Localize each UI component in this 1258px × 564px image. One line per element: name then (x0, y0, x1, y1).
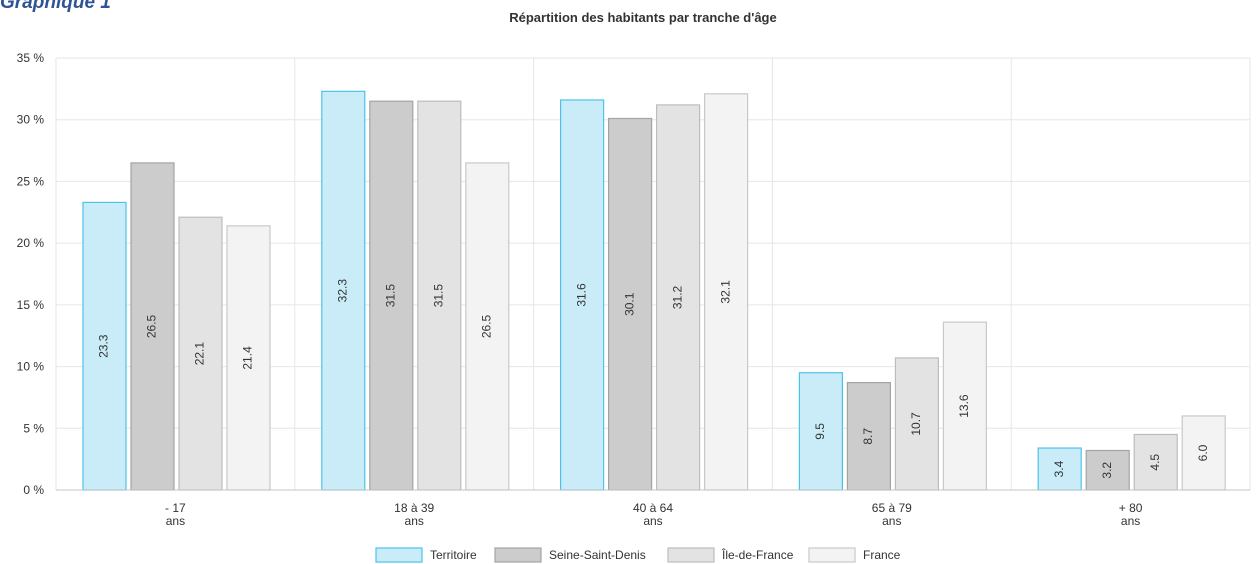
bar-value-label: 31.5 (431, 284, 445, 308)
bar[interactable] (798, 372, 844, 491)
y-axis: 0 % 5 % 10 % 15 % 20 % 25 % 30 % 35 % (17, 51, 45, 497)
bar-value-label: 6.0 (1196, 444, 1210, 461)
legend-label[interactable]: Territoire (430, 548, 477, 562)
x-tick-label: ans (405, 514, 424, 528)
bar[interactable] (465, 162, 510, 491)
x-tick-label: + 80 (1119, 501, 1143, 515)
bar-value-label: 31.2 (670, 285, 684, 309)
bar-value-label: 26.5 (479, 314, 493, 338)
bar-value-label: 9.5 (813, 423, 827, 440)
bar[interactable] (82, 201, 127, 491)
bar-value-label: 31.6 (574, 283, 588, 307)
bar-value-label: 32.3 (335, 279, 349, 303)
bar-value-label: 13.6 (957, 394, 971, 418)
bar-value-label: 31.5 (383, 284, 397, 308)
bar[interactable] (894, 357, 940, 491)
bar-value-label: 26.5 (145, 314, 159, 338)
bar[interactable] (369, 100, 414, 491)
bar-value-label: 4.5 (1148, 454, 1162, 471)
legend-label[interactable]: France (863, 548, 901, 562)
figure-heading: Graphique 1 (0, 0, 111, 13)
bar-value-label: 32.1 (718, 280, 732, 304)
legend-swatch[interactable] (808, 547, 856, 563)
x-tick-label: ans (882, 514, 901, 528)
chart-title: Répartition des habitants par tranche d'… (509, 10, 776, 25)
bar-value-label: 21.4 (241, 346, 255, 370)
x-tick-label: 65 à 79 (872, 501, 912, 515)
y-tick-label: 5 % (23, 421, 44, 435)
bar[interactable] (178, 216, 223, 491)
legend-label[interactable]: Seine-Saint-Denis (549, 548, 646, 562)
chart-bars: 23.3 26.5 22.1 21.4 32.3 31.5 31.5 26.5 31.6 30.1… (82, 90, 1226, 491)
bar[interactable] (1037, 447, 1082, 491)
x-tick-label: ans (1121, 514, 1140, 528)
y-tick-label: 20 % (17, 236, 45, 250)
legend-label[interactable]: Île-de-France (721, 547, 794, 562)
bar[interactable] (1133, 433, 1178, 491)
bar[interactable] (607, 117, 653, 491)
legend-swatch[interactable] (494, 547, 542, 563)
x-tick-label: - 17 (165, 501, 186, 515)
bar-value-label: 10.7 (909, 412, 923, 436)
x-tick-label: 18 à 39 (394, 501, 434, 515)
y-tick-label: 35 % (17, 51, 45, 65)
y-tick-label: 25 % (17, 174, 45, 188)
y-tick-label: 0 % (23, 483, 44, 497)
legend-swatch[interactable] (667, 547, 715, 563)
bar[interactable] (559, 99, 605, 491)
bar[interactable] (321, 90, 366, 491)
bar-value-label: 30.1 (622, 292, 636, 316)
bar-value-label: 8.7 (861, 428, 875, 445)
x-tick-label: ans (166, 514, 185, 528)
bar-value-label: 3.2 (1100, 462, 1114, 479)
bar-value-label: 23.3 (97, 334, 111, 358)
bar[interactable] (703, 93, 749, 491)
bar[interactable] (846, 382, 892, 491)
y-tick-label: 30 % (17, 113, 45, 127)
chart-legend[interactable]: Territoire Seine-Saint-Denis Île-de-France… (375, 547, 901, 563)
y-tick-label: 15 % (17, 298, 45, 312)
x-tick-label: ans (643, 514, 662, 528)
bar[interactable] (226, 225, 271, 491)
bar[interactable] (130, 162, 175, 491)
x-tick-label: 40 à 64 (633, 501, 673, 515)
bar-value-label: 22.1 (193, 342, 207, 366)
bar[interactable] (655, 104, 701, 491)
bar-value-label: 3.4 (1052, 460, 1066, 477)
legend-swatch[interactable] (375, 547, 423, 563)
bar[interactable] (942, 321, 988, 491)
y-tick-label: 10 % (17, 360, 45, 374)
